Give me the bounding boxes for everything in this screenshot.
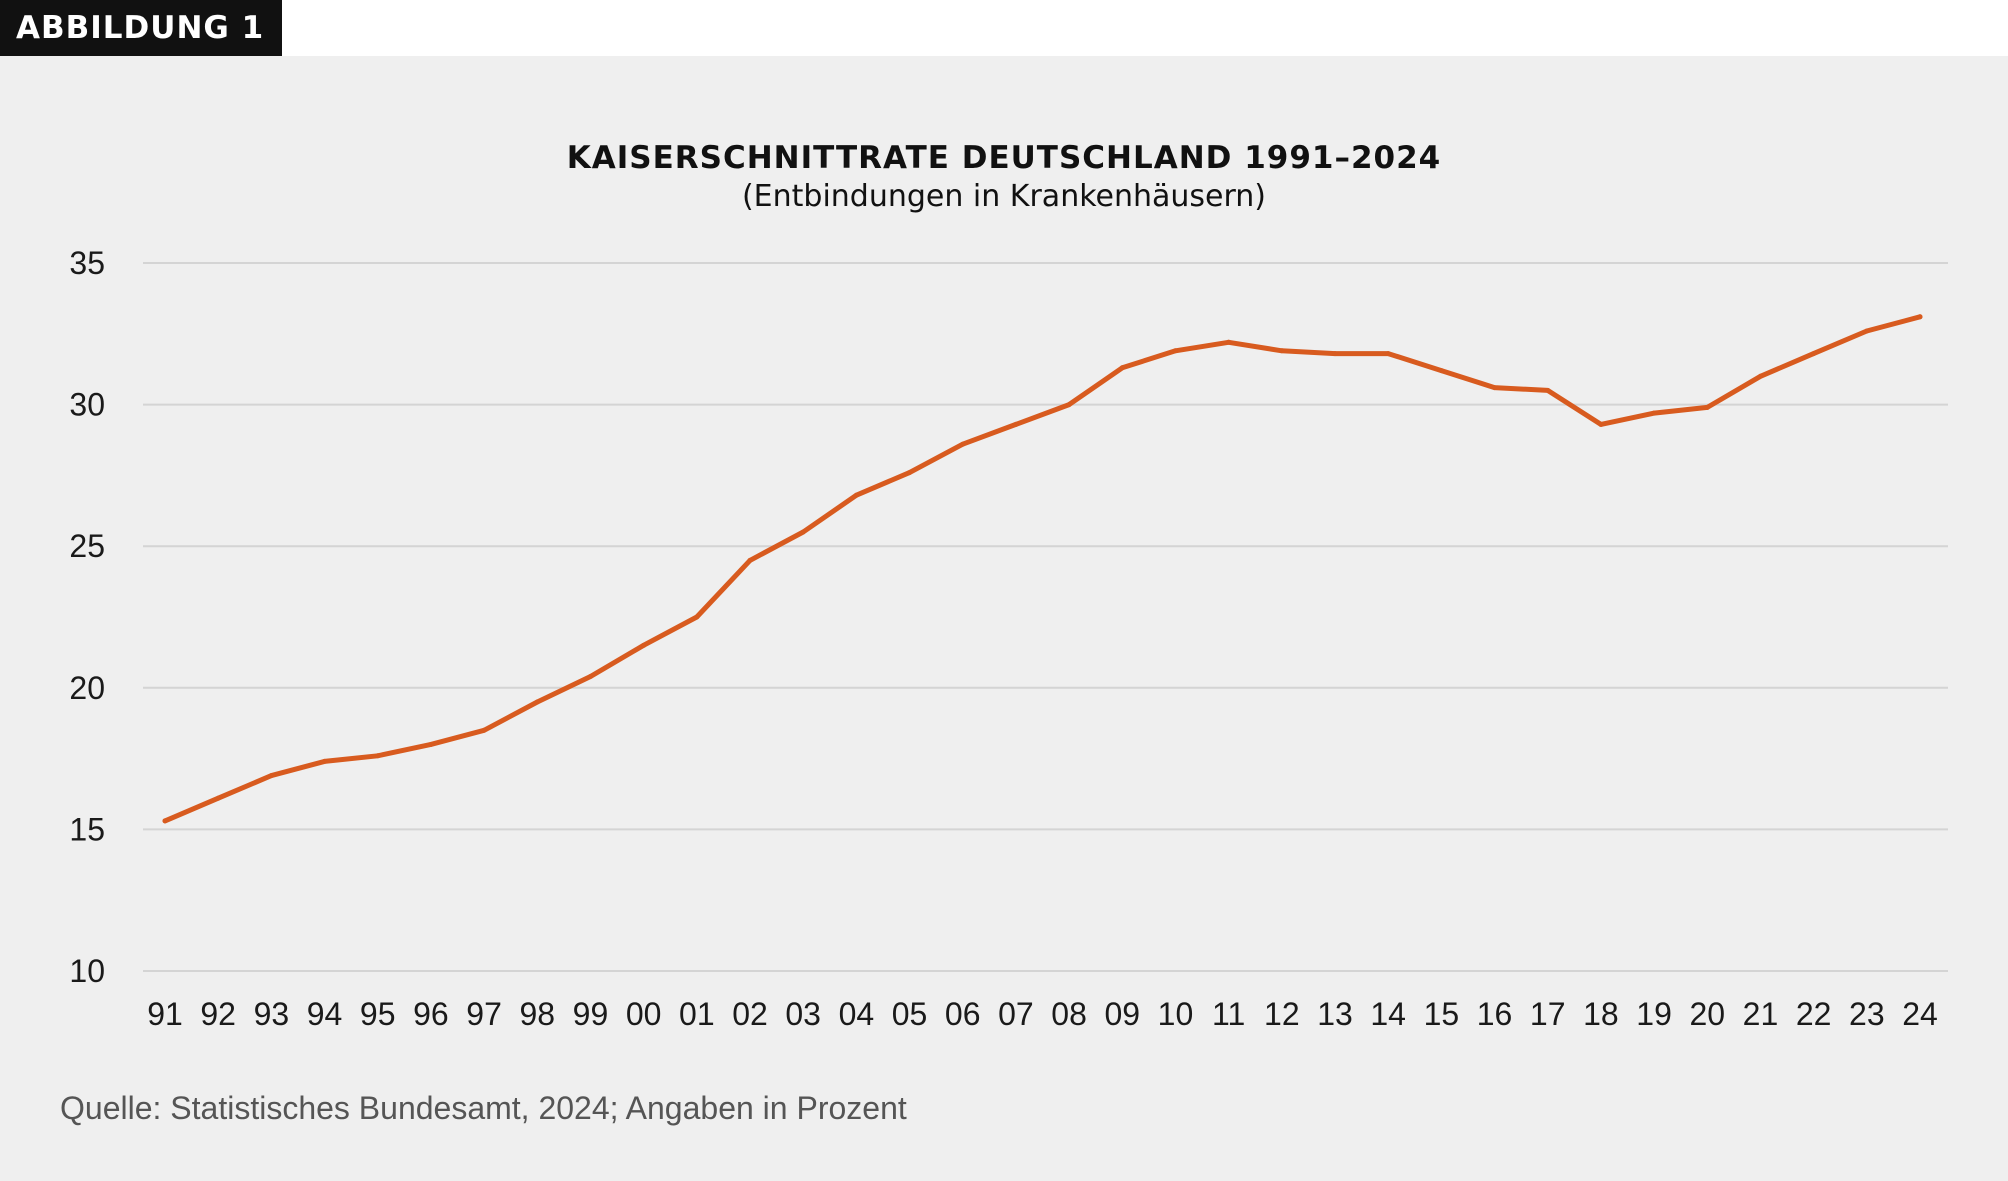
- x-tick-label: 08: [1051, 996, 1087, 1032]
- data-point-02: [747, 557, 753, 563]
- data-point-91: [162, 818, 168, 824]
- y-tick-label: 35: [69, 245, 105, 281]
- x-tick-label: 93: [254, 996, 290, 1032]
- x-tick-label: 11: [1212, 996, 1245, 1032]
- data-point-13: [1332, 351, 1338, 357]
- x-tick-label: 97: [466, 996, 502, 1032]
- data-point-24: [1917, 314, 1923, 320]
- x-axis-ticks: 91 92 93 94 95 96 97 98 99 00 01 02 03 04 05 06 07 08 09 10…: [147, 996, 1938, 1032]
- x-tick-label: 91: [147, 996, 183, 1032]
- x-tick-label: 00: [626, 996, 662, 1032]
- data-point-17: [1545, 387, 1551, 393]
- x-tick-label: 07: [998, 996, 1034, 1032]
- data-point-10: [1172, 348, 1178, 354]
- series-layer: [162, 314, 1923, 824]
- data-point-98: [534, 699, 540, 705]
- data-point-00: [641, 642, 647, 648]
- data-point-18: [1598, 421, 1604, 427]
- data-point-11: [1226, 339, 1232, 345]
- x-tick-label: 20: [1689, 996, 1725, 1032]
- x-tick-label: 22: [1796, 996, 1832, 1032]
- x-tick-label: 94: [307, 996, 343, 1032]
- x-tick-label: 19: [1636, 996, 1672, 1032]
- y-tick-label: 10: [69, 953, 105, 989]
- x-tick-label: 01: [679, 996, 715, 1032]
- data-point-05: [907, 470, 913, 476]
- data-point-04: [853, 492, 859, 498]
- data-point-21: [1757, 373, 1763, 379]
- line-chart: KAISERSCHNITTRATE DEUTSCHLAND 1991–2024 …: [60, 140, 1948, 1126]
- data-point-03: [800, 529, 806, 535]
- y-tick-label: 25: [69, 528, 105, 564]
- data-point-95: [375, 753, 381, 759]
- data-point-97: [481, 727, 487, 733]
- data-point-94: [322, 758, 328, 764]
- data-point-07: [1013, 421, 1019, 427]
- y-axis-ticks: 10 15 20 25 30 35: [69, 245, 105, 989]
- x-tick-label: 18: [1583, 996, 1619, 1032]
- data-point-93: [268, 773, 274, 779]
- data-point-19: [1651, 410, 1657, 416]
- chart-title: KAISERSCHNITTRATE DEUTSCHLAND 1991–2024: [567, 140, 1442, 176]
- data-point-12: [1279, 348, 1285, 354]
- x-tick-label: 13: [1317, 996, 1353, 1032]
- x-tick-label: 15: [1424, 996, 1460, 1032]
- data-point-92: [215, 795, 221, 801]
- data-point-15: [1438, 368, 1444, 374]
- data-point-20: [1704, 404, 1710, 410]
- data-point-16: [1492, 385, 1498, 391]
- data-point-06: [960, 441, 966, 447]
- x-tick-label: 98: [519, 996, 555, 1032]
- x-tick-label: 05: [892, 996, 928, 1032]
- x-tick-label: 14: [1370, 996, 1406, 1032]
- y-tick-label: 20: [69, 670, 105, 706]
- x-tick-label: 99: [573, 996, 609, 1032]
- x-tick-label: 03: [785, 996, 821, 1032]
- data-point-22: [1811, 351, 1817, 357]
- source-note: Quelle: Statistisches Bundesamt, 2024; A…: [60, 1090, 907, 1126]
- x-tick-label: 06: [945, 996, 981, 1032]
- data-point-09: [1119, 365, 1125, 371]
- y-tick-label: 30: [69, 387, 105, 423]
- data-point-01: [694, 614, 700, 620]
- x-tick-label: 24: [1902, 996, 1938, 1032]
- data-point-96: [428, 741, 434, 747]
- data-point-99: [587, 673, 593, 679]
- x-tick-label: 96: [413, 996, 449, 1032]
- data-point-23: [1864, 328, 1870, 334]
- chart-panel: KAISERSCHNITTRATE DEUTSCHLAND 1991–2024 …: [0, 56, 2008, 1181]
- x-tick-label: 10: [1158, 996, 1194, 1032]
- x-tick-label: 21: [1743, 996, 1779, 1032]
- x-tick-label: 17: [1530, 996, 1566, 1032]
- x-tick-label: 02: [732, 996, 768, 1032]
- x-tick-label: 09: [1104, 996, 1140, 1032]
- x-tick-label: 92: [200, 996, 236, 1032]
- x-tick-label: 16: [1477, 996, 1513, 1032]
- x-tick-label: 04: [839, 996, 875, 1032]
- grid-lines: [143, 262, 1948, 972]
- figure-label: ABBILDUNG 1: [0, 0, 283, 56]
- series-line: [162, 314, 1923, 824]
- data-point-14: [1385, 351, 1391, 357]
- x-tick-label: 12: [1264, 996, 1300, 1032]
- data-point-08: [1066, 402, 1072, 408]
- x-tick-label: 23: [1849, 996, 1885, 1032]
- chart-subtitle: (Entbindungen in Krankenhäusern): [742, 179, 1266, 214]
- y-tick-label: 15: [69, 811, 105, 847]
- x-tick-label: 95: [360, 996, 396, 1032]
